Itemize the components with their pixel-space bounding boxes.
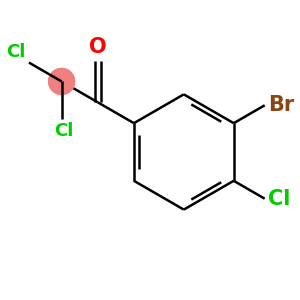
Text: Cl: Cl (7, 43, 26, 61)
Text: Br: Br (268, 95, 294, 115)
Circle shape (49, 68, 74, 94)
Circle shape (49, 68, 74, 94)
Text: Cl: Cl (54, 122, 73, 140)
Text: Cl: Cl (268, 189, 290, 209)
Text: O: O (89, 37, 106, 57)
